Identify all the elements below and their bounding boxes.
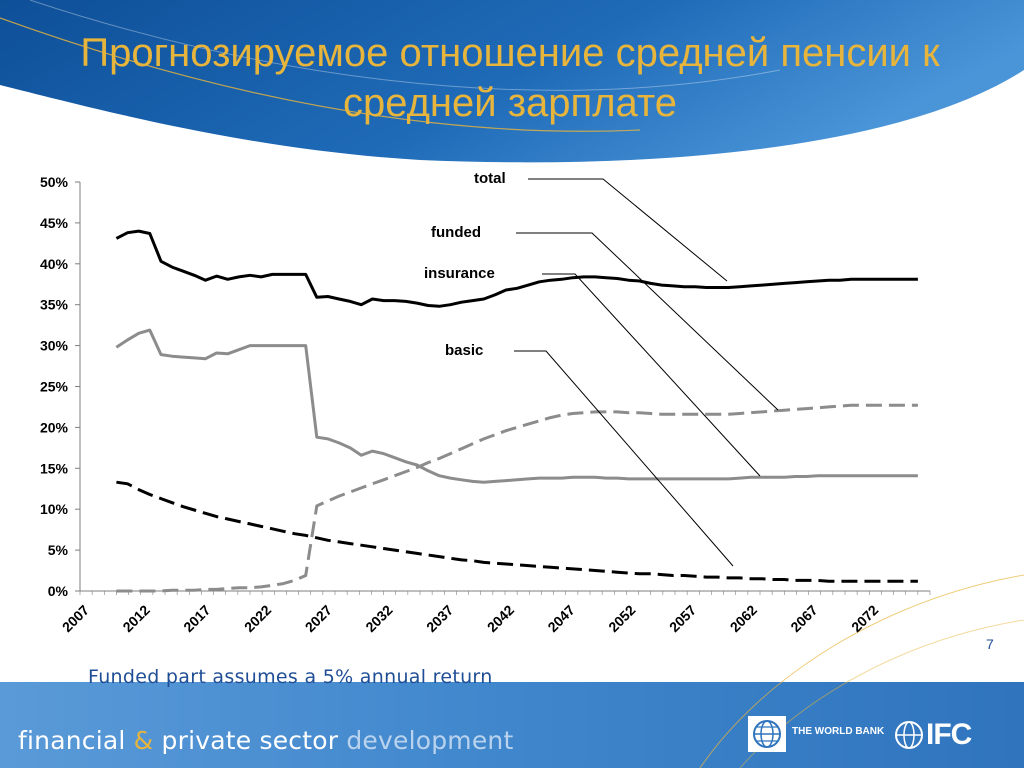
x-tick-label: 2042	[484, 602, 517, 635]
x-tick-label: 2027	[302, 602, 335, 635]
y-tick-label: 40%	[40, 256, 69, 272]
footer-ampersand: &	[133, 726, 154, 755]
x-tick-label: 2067	[787, 602, 820, 635]
callout-total-bg	[470, 169, 526, 187]
callout-funded-label: funded	[431, 224, 481, 241]
y-tick-label: 25%	[40, 379, 69, 395]
header-light-arc	[29, 0, 781, 91]
footer-financial: financial	[18, 726, 126, 755]
callout-total-label: total	[474, 170, 506, 187]
header-swoosh	[0, 0, 1024, 163]
y-tick-label: 30%	[40, 338, 69, 354]
x-tick-label: 2072	[848, 602, 881, 635]
world-bank-label: THE WORLD BANK	[792, 726, 885, 737]
footer-band	[0, 682, 1024, 768]
x-tick-label: 2032	[362, 602, 395, 635]
ifc-label: IFC	[926, 718, 972, 751]
callout-insurance-leader	[542, 273, 761, 477]
series-funded-line	[116, 403, 918, 593]
y-tick-label: 10%	[40, 501, 69, 517]
x-tick-label: 2037	[423, 602, 456, 635]
chart-callouts: total funded insurance basic	[424, 169, 779, 567]
y-tick-label: 5%	[48, 542, 69, 558]
callout-funded-leader	[516, 232, 779, 411]
x-tick-label: 2017	[180, 602, 213, 635]
x-tick-label: 2062	[727, 602, 760, 635]
footer-development: development	[346, 726, 514, 755]
chart-axes: 0% 5% 10% 15% 20% 25% 30% 35% 40% 45% 50% 2007 2012 2…	[40, 174, 931, 635]
x-tick-label: 2047	[544, 602, 577, 635]
world-bank-logo-icon	[748, 716, 786, 752]
footer-private-sector: private sector	[161, 726, 339, 755]
y-tick-label: 45%	[40, 215, 69, 231]
x-tick-label: 2012	[119, 602, 152, 635]
chart-series	[115, 229, 918, 593]
callout-basic-leader	[514, 350, 734, 567]
footnote: Funded part assumes a 5% annual return	[88, 666, 493, 688]
x-tick-label: 2057	[666, 602, 699, 635]
y-tick-label: 50%	[40, 174, 69, 190]
page-number: 7	[986, 636, 994, 652]
footer-gold-arc	[699, 574, 1024, 768]
callout-basic-label: basic	[445, 342, 483, 359]
ifc-globe-icon	[894, 720, 924, 750]
callout-total-leader	[528, 178, 728, 282]
series-insurance-line	[115, 328, 918, 484]
x-tick-label: 2022	[241, 602, 274, 635]
page-title: Прогнозируемое отношение средней пенсии …	[80, 31, 940, 125]
series-basic-line	[116, 480, 918, 583]
y-tick-label: 35%	[40, 297, 69, 313]
y-tick-label: 15%	[40, 460, 69, 476]
series-total-line	[115, 229, 918, 308]
y-tick-label: 20%	[40, 419, 69, 435]
x-tick-label: 2052	[605, 602, 638, 635]
callout-insurance-label: insurance	[424, 265, 495, 282]
x-tick-label: 2007	[59, 602, 92, 635]
footer-brand: financial & private sector development	[18, 726, 513, 755]
y-tick-label: 0%	[48, 583, 69, 599]
header-gold-arc	[0, 17, 641, 132]
